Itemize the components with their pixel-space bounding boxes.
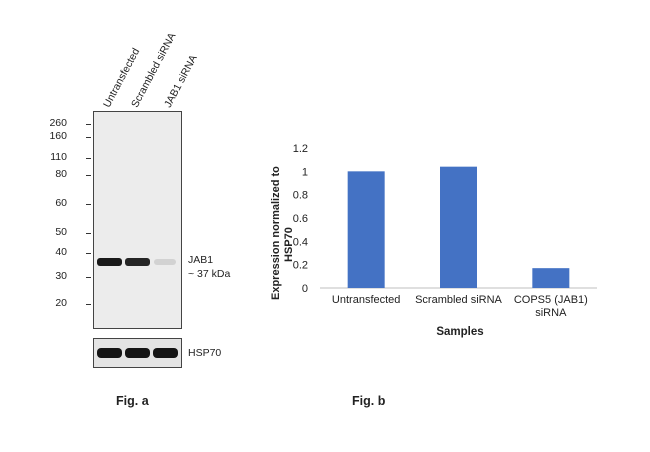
loading-control-label: HSP70 — [188, 347, 222, 359]
mw-marker-40: 40 — [55, 246, 67, 258]
band-label-size: ~ 37 kDa — [188, 268, 231, 280]
mw-marker-110: 110 — [50, 151, 67, 163]
x-tick-label: Untransfected — [332, 294, 400, 306]
hsp70-band-scrambled-sirna — [125, 348, 150, 358]
hsp70-band-jab1-sirna — [153, 348, 178, 358]
mw-tick-260 — [86, 124, 91, 125]
y-tick-label: 0.6 — [293, 213, 308, 225]
mw-tick-20 — [86, 304, 91, 305]
y-tick-label: 0 — [302, 283, 308, 295]
x-tick-label: COPS5 (JAB1) siRNA — [514, 294, 588, 319]
bar — [347, 171, 385, 288]
mw-marker-20: 20 — [55, 297, 67, 309]
y-tick-label: 0.8 — [293, 190, 308, 202]
mw-tick-40 — [86, 253, 91, 254]
blot-band-untransfected — [97, 258, 122, 266]
mw-marker-30: 30 — [55, 270, 67, 282]
mw-marker-160: 160 — [49, 130, 67, 142]
figure-a-caption: Fig. a — [116, 394, 149, 408]
x-tick-label: Scrambled siRNA — [415, 294, 502, 306]
blot-band-jab1-sirna — [154, 259, 176, 265]
mw-marker-50: 50 — [55, 226, 67, 238]
y-tick-label: 1.2 — [293, 143, 308, 155]
figure-b-caption: Fig. b — [352, 394, 386, 408]
mw-tick-30 — [86, 277, 91, 278]
mw-marker-80: 80 — [55, 168, 67, 180]
y-tick-label: 1 — [302, 166, 308, 178]
band-label-jab1: JAB1 — [188, 254, 214, 266]
mw-tick-60 — [86, 204, 91, 205]
mw-tick-80 — [86, 175, 91, 176]
y-tick-label: 0.2 — [293, 260, 308, 272]
y-tick-label: 0.4 — [293, 236, 308, 248]
y-axis-title: Expression normalized toHSP70 — [270, 166, 295, 300]
bar — [440, 166, 477, 288]
blot-loading-control — [93, 338, 182, 368]
bar — [532, 268, 570, 288]
mw-marker-260: 260 — [49, 117, 67, 129]
x-axis-title: Samples — [436, 326, 483, 338]
mw-tick-50 — [86, 233, 91, 234]
mw-tick-160 — [86, 137, 91, 138]
blot-band-scrambled-sirna — [125, 258, 150, 266]
hsp70-band-untransfected — [97, 348, 122, 358]
mw-marker-60: 60 — [55, 197, 67, 209]
blot-main — [93, 111, 182, 329]
mw-tick-110 — [86, 158, 91, 159]
